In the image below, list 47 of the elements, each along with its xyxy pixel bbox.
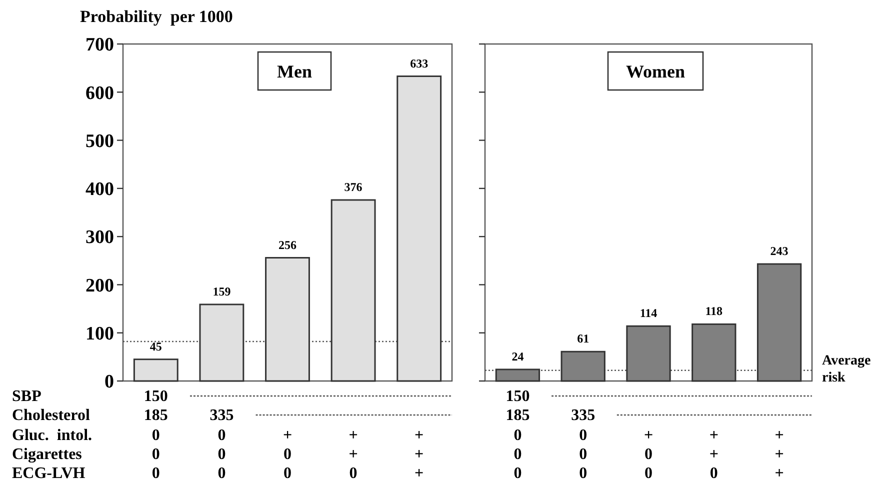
text: ECG-LVH (12, 465, 86, 482)
y-tick-label: 700 (86, 34, 114, 56)
data-label: 24 (512, 349, 524, 364)
data-label: 376 (344, 180, 362, 194)
text: Women (626, 61, 686, 82)
y-tick-label: 200 (86, 275, 114, 296)
x-tick-label: + + + (414, 427, 424, 482)
data-label: 256 (278, 238, 296, 252)
data-label: 243 (770, 244, 788, 258)
x-tick-label: 335 0 0 0 (571, 407, 596, 482)
text: Gluc. intol. (12, 427, 92, 444)
text: Cholesterol (12, 407, 90, 424)
bar (756, 263, 802, 382)
data-label: 118 (705, 304, 723, 318)
data-label: 633 (410, 56, 428, 70)
x-tick-label: + + 0 (709, 427, 718, 482)
x-tick-label: 150 185 0 0 0 (506, 388, 530, 482)
data-label: 159 (212, 284, 231, 298)
y-tick-label: 0 (104, 372, 114, 393)
x-tick-label: + + + (774, 427, 784, 482)
y-tick-label: 400 (86, 179, 114, 200)
bar (560, 350, 606, 382)
y-tick-label: 100 (86, 324, 114, 345)
x-tick-label: 150 185 0 0 0 (144, 388, 168, 482)
bar (692, 323, 736, 382)
ref-line-label: Average risk (822, 353, 871, 386)
bar (199, 304, 244, 382)
y-axis-title: Probability per 1000 (80, 7, 233, 26)
bar (626, 325, 671, 382)
bar (265, 257, 310, 382)
x-tick-label: 335 0 0 0 (210, 407, 234, 482)
y-tick-label: 500 (86, 130, 114, 152)
bar (330, 199, 376, 382)
x-tick-label: + + 0 (348, 427, 358, 482)
bar (396, 76, 442, 382)
data-label: 45 (150, 339, 162, 354)
text: Cigarettes (12, 446, 82, 463)
y-tick-label: 300 (86, 227, 114, 248)
x-tick-label: + 0 0 (644, 427, 654, 482)
text: SBP (12, 388, 42, 405)
y-tick-label: 600 (86, 82, 114, 104)
x-tick-label: + 0 0 (282, 427, 292, 482)
bar (133, 358, 178, 382)
text: Men (277, 61, 312, 82)
data-label: 61 (577, 332, 590, 346)
bar (495, 368, 540, 382)
data-label: 114 (640, 306, 658, 320)
